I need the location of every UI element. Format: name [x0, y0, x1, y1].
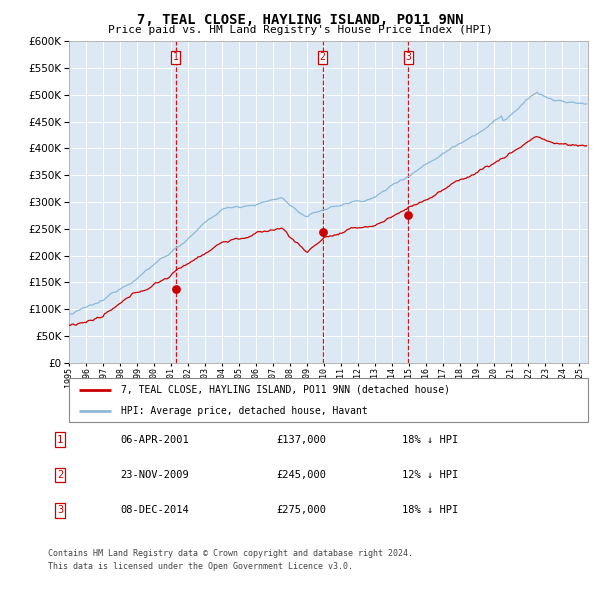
Text: £275,000: £275,000: [276, 506, 326, 515]
Text: 18% ↓ HPI: 18% ↓ HPI: [402, 506, 458, 515]
Text: HPI: Average price, detached house, Havant: HPI: Average price, detached house, Hava…: [121, 406, 368, 416]
Text: 06-APR-2001: 06-APR-2001: [120, 435, 189, 444]
Text: 7, TEAL CLOSE, HAYLING ISLAND, PO11 9NN: 7, TEAL CLOSE, HAYLING ISLAND, PO11 9NN: [137, 13, 463, 27]
Point: [318, 227, 328, 236]
Text: 7, TEAL CLOSE, HAYLING ISLAND, PO11 9NN (detached house): 7, TEAL CLOSE, HAYLING ISLAND, PO11 9NN …: [121, 385, 450, 395]
Text: Contains HM Land Registry data © Crown copyright and database right 2024.: Contains HM Land Registry data © Crown c…: [48, 549, 413, 558]
Text: 2: 2: [57, 470, 63, 480]
Text: £245,000: £245,000: [276, 470, 326, 480]
Text: £137,000: £137,000: [276, 435, 326, 444]
Text: 3: 3: [406, 53, 411, 63]
Text: This data is licensed under the Open Government Licence v3.0.: This data is licensed under the Open Gov…: [48, 562, 353, 571]
Text: 3: 3: [57, 506, 63, 515]
Text: 18% ↓ HPI: 18% ↓ HPI: [402, 435, 458, 444]
Text: Price paid vs. HM Land Registry's House Price Index (HPI): Price paid vs. HM Land Registry's House …: [107, 25, 493, 35]
Point: [171, 285, 181, 294]
Point: [404, 211, 413, 220]
FancyBboxPatch shape: [69, 378, 588, 422]
Text: 1: 1: [173, 53, 179, 63]
Text: 12% ↓ HPI: 12% ↓ HPI: [402, 470, 458, 480]
Text: 1: 1: [57, 435, 63, 444]
Text: 08-DEC-2014: 08-DEC-2014: [120, 506, 189, 515]
Text: 23-NOV-2009: 23-NOV-2009: [120, 470, 189, 480]
Text: 2: 2: [320, 53, 325, 63]
